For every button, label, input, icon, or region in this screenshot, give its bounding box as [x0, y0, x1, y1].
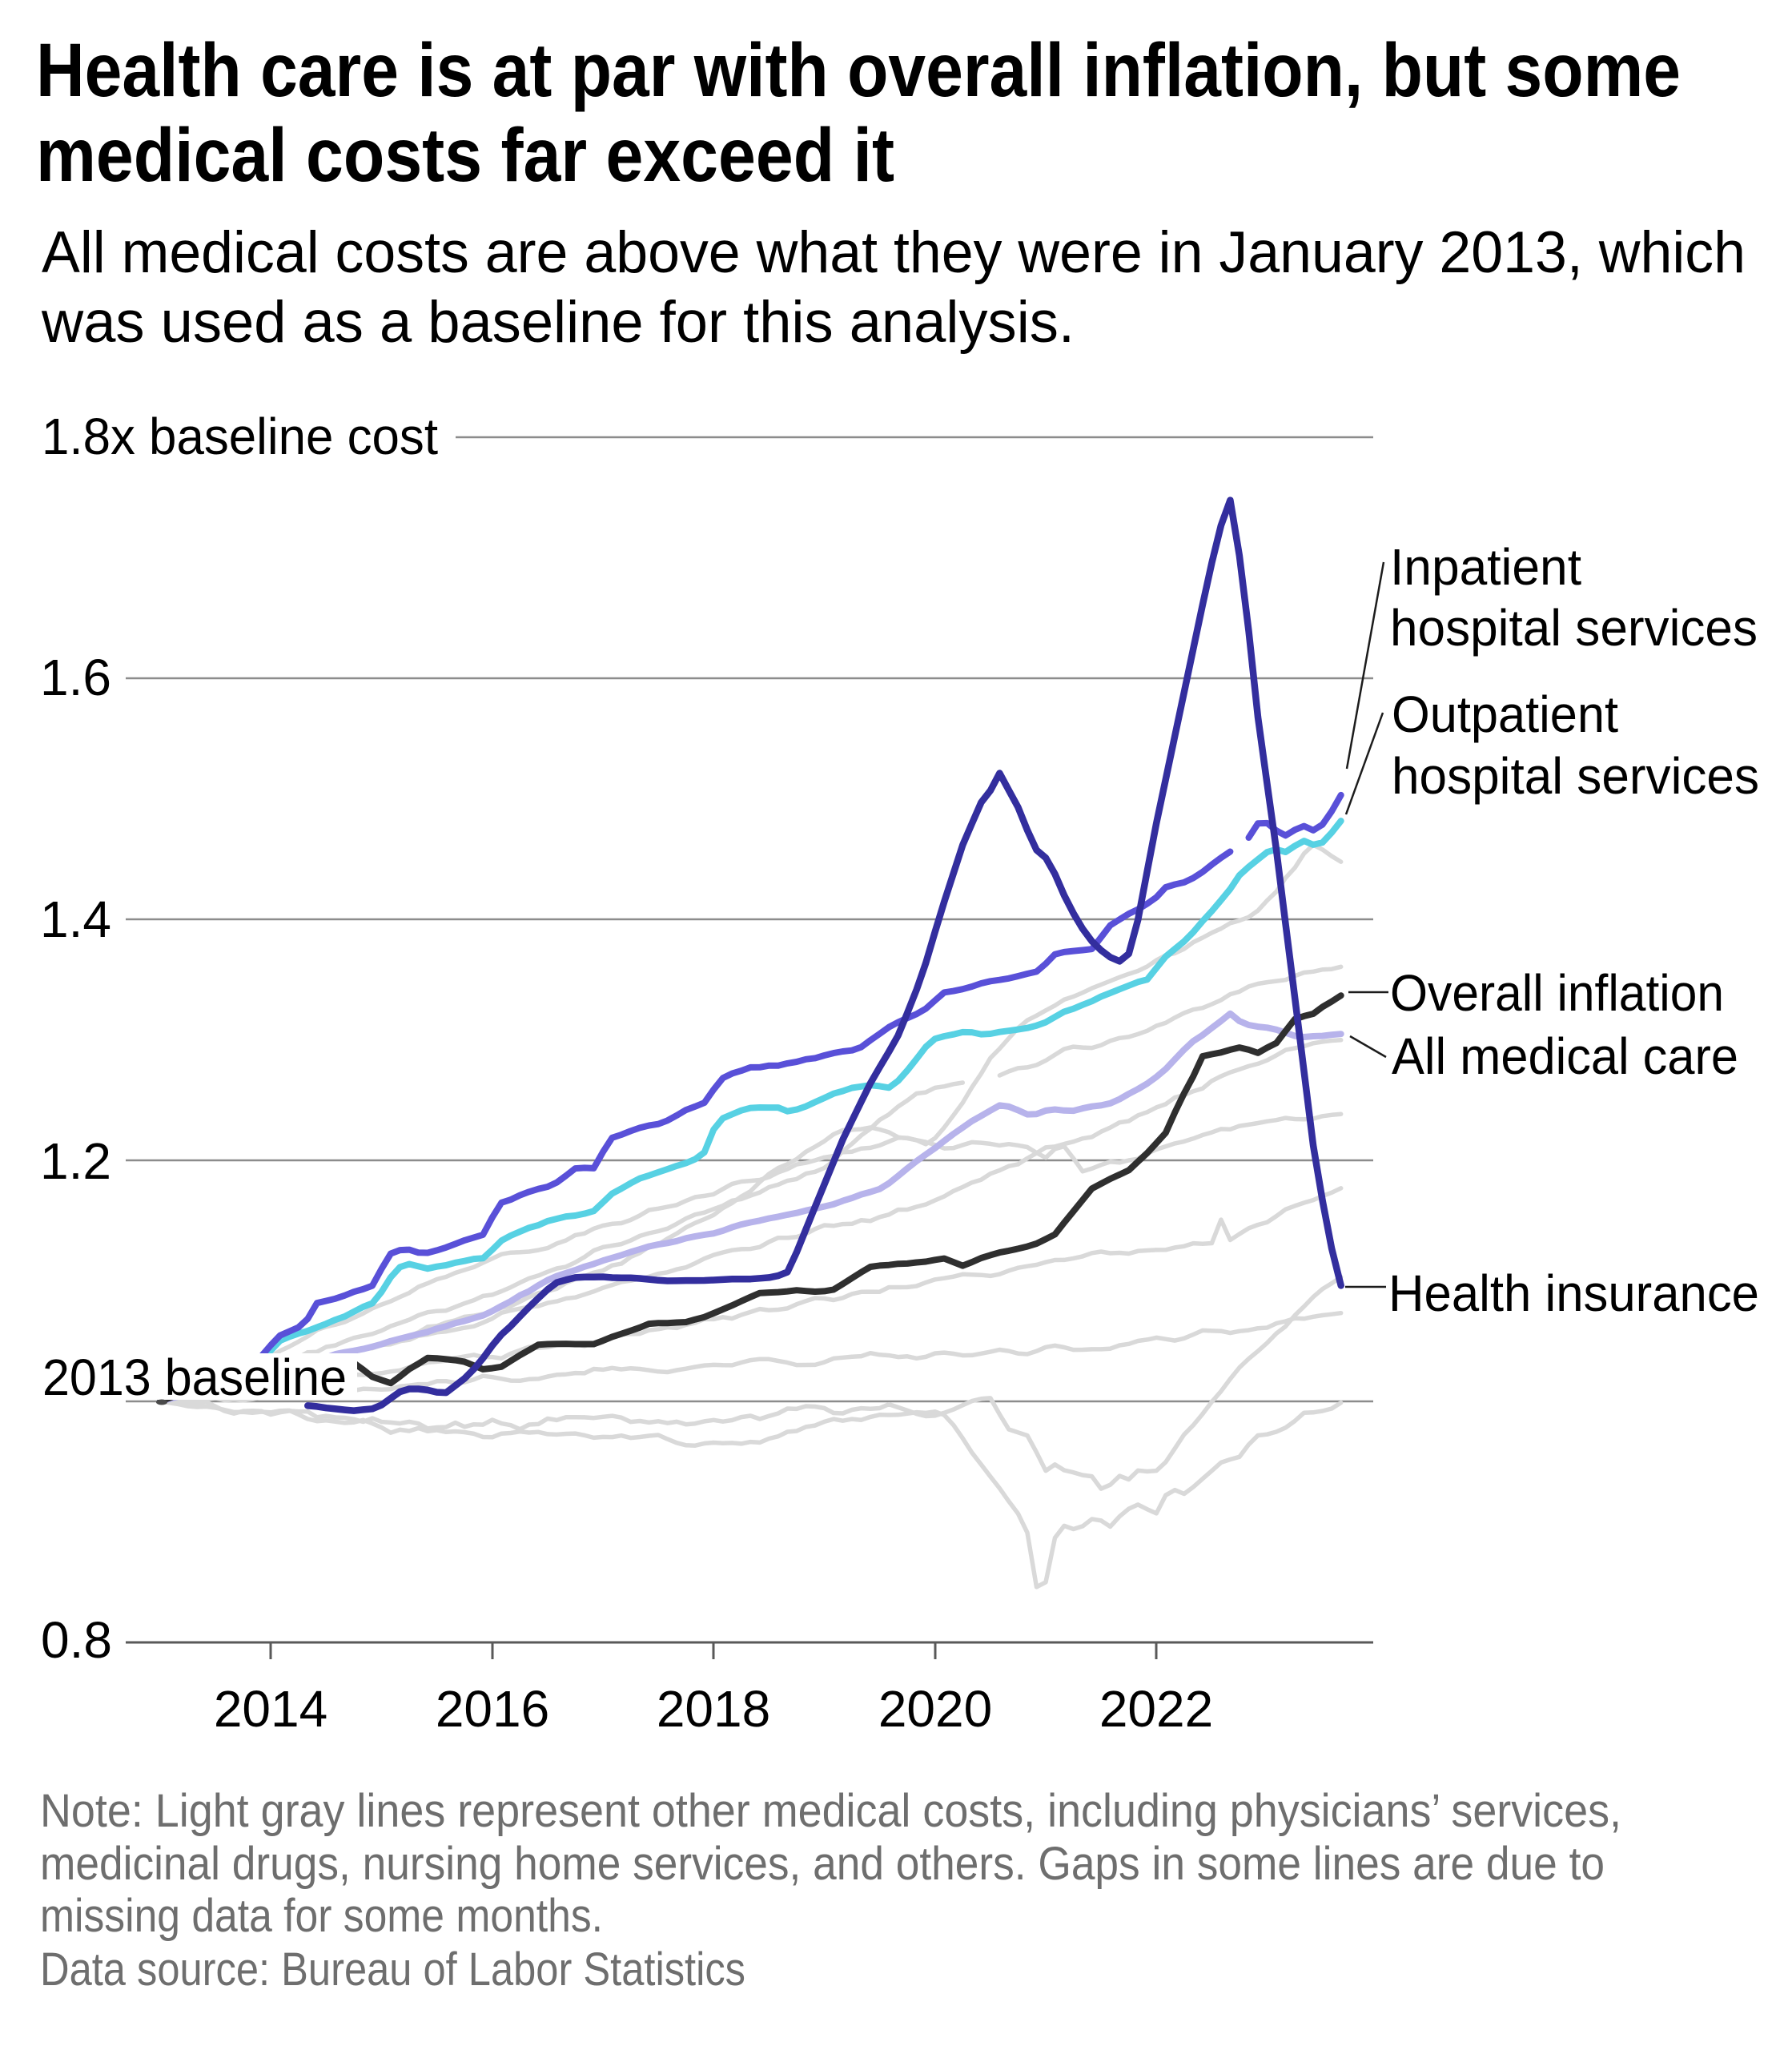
svg-text:Health insurance: Health insurance: [1388, 1264, 1759, 1322]
svg-text:0.8: 0.8: [41, 1611, 112, 1669]
svg-text:Overall inflation: Overall inflation: [1390, 964, 1724, 1022]
svg-text:Inpatient: Inpatient: [1390, 538, 1581, 596]
svg-text:2018: 2018: [657, 1680, 770, 1738]
svg-text:2013 baseline: 2013 baseline: [42, 1349, 347, 1406]
svg-text:Data source: Bureau of Labor S: Data source: Bureau of Labor Statistics: [40, 1943, 745, 1996]
svg-text:hospital services: hospital services: [1390, 599, 1758, 657]
svg-text:2016: 2016: [436, 1680, 549, 1738]
svg-text:All medical care: All medical care: [1392, 1027, 1738, 1085]
svg-text:2014: 2014: [214, 1680, 327, 1738]
svg-text:was used as a baseline for thi: was used as a baseline for this analysis…: [41, 290, 1075, 355]
svg-text:medical costs far exceed it: medical costs far exceed it: [36, 113, 894, 198]
svg-text:medicinal drugs, nursing home: medicinal drugs, nursing home services, …: [40, 1838, 1605, 1890]
svg-text:2022: 2022: [1099, 1680, 1213, 1738]
svg-text:Health care is at par with ove: Health care is at par with overall infla…: [36, 28, 1681, 113]
svg-text:1.2: 1.2: [40, 1132, 111, 1190]
svg-text:Outpatient: Outpatient: [1392, 685, 1618, 743]
svg-text:Note: Light gray lines represe: Note: Light gray lines represent other m…: [40, 1785, 1621, 1837]
svg-text:missing data for some months.: missing data for some months.: [40, 1890, 603, 1942]
svg-text:2020: 2020: [878, 1680, 992, 1738]
svg-text:1.6: 1.6: [40, 649, 111, 706]
svg-text:1.8x baseline cost: 1.8x baseline cost: [42, 408, 438, 465]
svg-text:hospital services: hospital services: [1392, 747, 1759, 805]
svg-text:1.4: 1.4: [40, 890, 111, 948]
svg-text:All medical costs are above wh: All medical costs are above what they we…: [42, 220, 1746, 285]
